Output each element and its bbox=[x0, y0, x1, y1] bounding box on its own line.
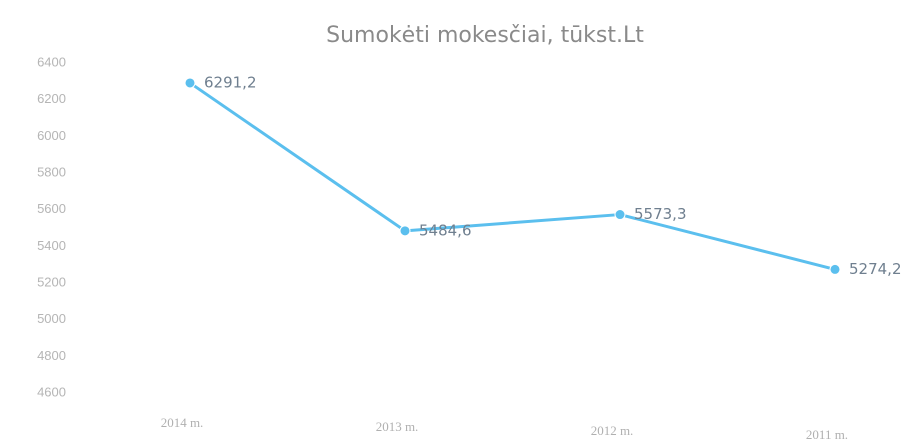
y-tick-label: 4800 bbox=[37, 348, 66, 363]
x-tick-label: 2013 m. bbox=[376, 419, 419, 434]
y-tick-label: 6000 bbox=[37, 128, 66, 143]
y-tick-label: 5000 bbox=[37, 311, 66, 326]
value-label: 6291,2 bbox=[204, 73, 257, 91]
data-point bbox=[614, 209, 626, 221]
data-point bbox=[399, 225, 411, 237]
y-tick-label: 4600 bbox=[37, 384, 66, 399]
x-tick-label: 2012 m. bbox=[591, 423, 634, 438]
y-tick-label: 5600 bbox=[37, 201, 66, 216]
value-label: 5573,3 bbox=[634, 205, 687, 223]
x-tick-label: 2014 m. bbox=[161, 415, 204, 430]
y-tick-label: 5800 bbox=[37, 164, 66, 179]
y-tick-label: 6400 bbox=[37, 54, 66, 69]
chart-title: Sumokėti mokesčiai, tūkst.Lt bbox=[326, 23, 644, 48]
value-label: 5484,6 bbox=[419, 221, 472, 239]
data-point bbox=[184, 77, 196, 89]
line bbox=[189, 81, 836, 271]
value-label: 5274,2 bbox=[849, 260, 902, 278]
y-tick-label: 6200 bbox=[37, 91, 66, 106]
x-tick-label: 2011 m. bbox=[806, 427, 848, 442]
y-tick-label: 5400 bbox=[37, 238, 66, 253]
y-tick-label: 5200 bbox=[37, 274, 66, 289]
data-point bbox=[829, 263, 841, 275]
